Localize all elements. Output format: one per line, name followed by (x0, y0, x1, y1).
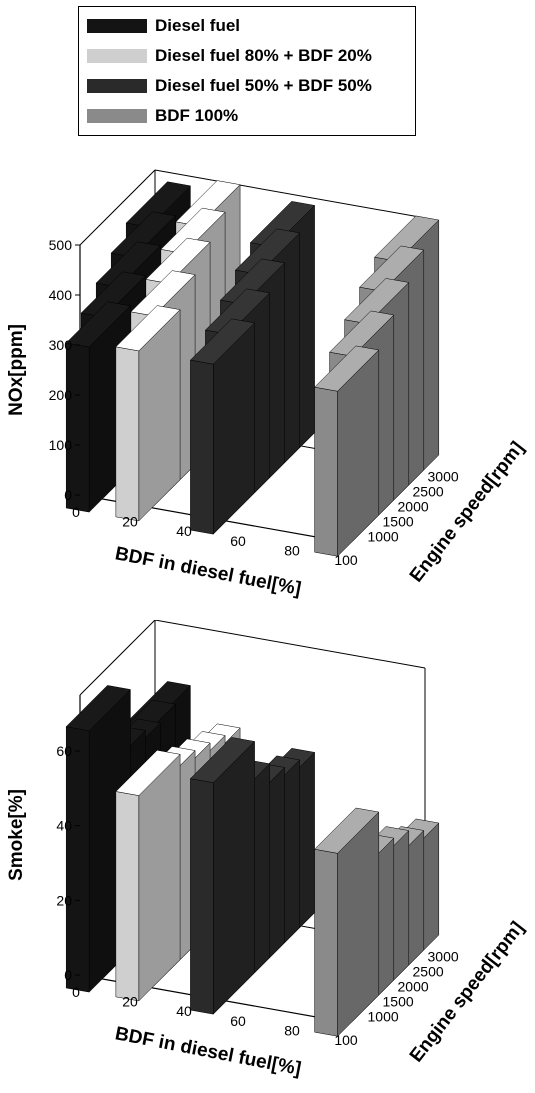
y-tick-label-1500: 1500 (383, 994, 414, 1010)
bar-20-1000 (115, 305, 181, 522)
z-tick-label-0: 0 (64, 487, 72, 503)
bar-side-face (138, 753, 181, 1002)
bar-50-1000 (189, 737, 256, 1015)
bar-100-1000 (314, 345, 380, 557)
top-left-edge (79, 620, 156, 696)
x-axis-label: BDF in diesel fuel[%] (113, 543, 303, 600)
x-axis-label: BDF in diesel fuel[%] (113, 1023, 303, 1080)
chart-legend: Diesel fuel Diesel fuel 80% + BDF 20% Di… (78, 6, 416, 136)
z-axis-label: NOx[ppm] (6, 324, 27, 416)
x-tick-label-100: 100 (334, 1032, 358, 1048)
bar-front-face (314, 848, 338, 1037)
z-tick-label-500: 500 (49, 237, 73, 253)
legend-label-bdf50: Diesel fuel 50% + BDF 50% (155, 76, 372, 95)
bar-front-face (190, 359, 214, 535)
y-tick-label-3000: 3000 (428, 949, 459, 965)
x-tick-label-0: 0 (72, 984, 80, 1000)
bar-top-face (65, 685, 131, 732)
bar-top-face (65, 301, 131, 348)
bar-top-face (130, 270, 196, 317)
z-tick-label-200: 200 (49, 387, 73, 403)
z-tick-label-0: 0 (64, 967, 72, 983)
legend-item-bdf100: BDF 100% (87, 105, 238, 127)
z-tick-label-400: 400 (49, 287, 73, 303)
bar-top-face (314, 807, 380, 854)
bar-top-face (314, 345, 380, 392)
x-tick-label-40: 40 (176, 523, 192, 539)
bar-front-face (115, 346, 140, 522)
bar-20-1000 (115, 749, 181, 1002)
legend-label-bdf100: BDF 100% (155, 106, 239, 125)
legend-swatch-bdf20 (87, 49, 147, 63)
z-tick-label-300: 300 (49, 337, 73, 353)
z-axis-label: Smoke[%] (6, 789, 27, 881)
x-tick-label-60: 60 (230, 1013, 246, 1029)
x-tick-label-40: 40 (176, 1003, 192, 1019)
top-back-edge (154, 169, 426, 219)
z-tick-label-100: 100 (49, 437, 73, 453)
bar-side-face (213, 740, 255, 1015)
x-tick-label-20: 20 (122, 514, 138, 530)
bar-front-face (190, 778, 214, 1015)
x-tick-label-0: 0 (72, 504, 80, 520)
bar-front-face (65, 726, 90, 993)
x-tick-label-100: 100 (334, 552, 358, 568)
y-tick-label-1000: 1000 (368, 1009, 399, 1025)
bar-top-face (189, 318, 256, 365)
bar-top-face (115, 749, 181, 796)
z-tick-label-20: 20 (56, 892, 72, 908)
y-tick-label-1000: 1000 (368, 529, 399, 545)
x-tick-label-20: 20 (122, 994, 138, 1010)
bar-top-face (329, 310, 395, 357)
legend-label-bdf20: Diesel fuel 80% + BDF 20% (155, 46, 372, 65)
y-tick-label-3000: 3000 (428, 469, 459, 485)
top-back-edge (154, 620, 426, 669)
legend-swatch-bdf100 (87, 109, 147, 123)
legend-swatch-bdf50 (87, 79, 147, 93)
nox-3d-bar-chart: 0 100 200 300 400 500 0 20 40 60 80 100 100015002000… (6, 169, 528, 600)
z-tick-label-40: 40 (56, 818, 72, 834)
legend-item-diesel: Diesel fuel (87, 15, 240, 37)
y-tick-label-2500: 2500 (413, 484, 444, 500)
legend-label-diesel: Diesel fuel (155, 16, 241, 35)
bar-front-face (115, 791, 140, 1002)
y-tick-label-2000: 2000 (398, 499, 429, 515)
y-tick-label-2500: 2500 (413, 964, 444, 980)
x-tick-label-80: 80 (284, 1022, 300, 1038)
bar-front-face (314, 386, 338, 557)
x-tick-label-60: 60 (230, 533, 246, 549)
y-tick-label-2000: 2000 (398, 979, 429, 995)
bar-50-1000 (189, 318, 256, 535)
x-tick-label-80: 80 (284, 542, 300, 558)
z-tick-label-60: 60 (56, 743, 72, 759)
legend-item-bdf20: Diesel fuel 80% + BDF 20% (87, 45, 372, 67)
y-tick-label-1500: 1500 (383, 514, 414, 530)
top-left-edge (79, 169, 156, 246)
bar-top-face (189, 737, 256, 783)
bar-100-1000 (314, 807, 380, 1037)
legend-swatch-diesel (87, 19, 147, 33)
bar-top-face (115, 305, 181, 352)
legend-item-bdf50: Diesel fuel 50% + BDF 50% (87, 75, 372, 97)
